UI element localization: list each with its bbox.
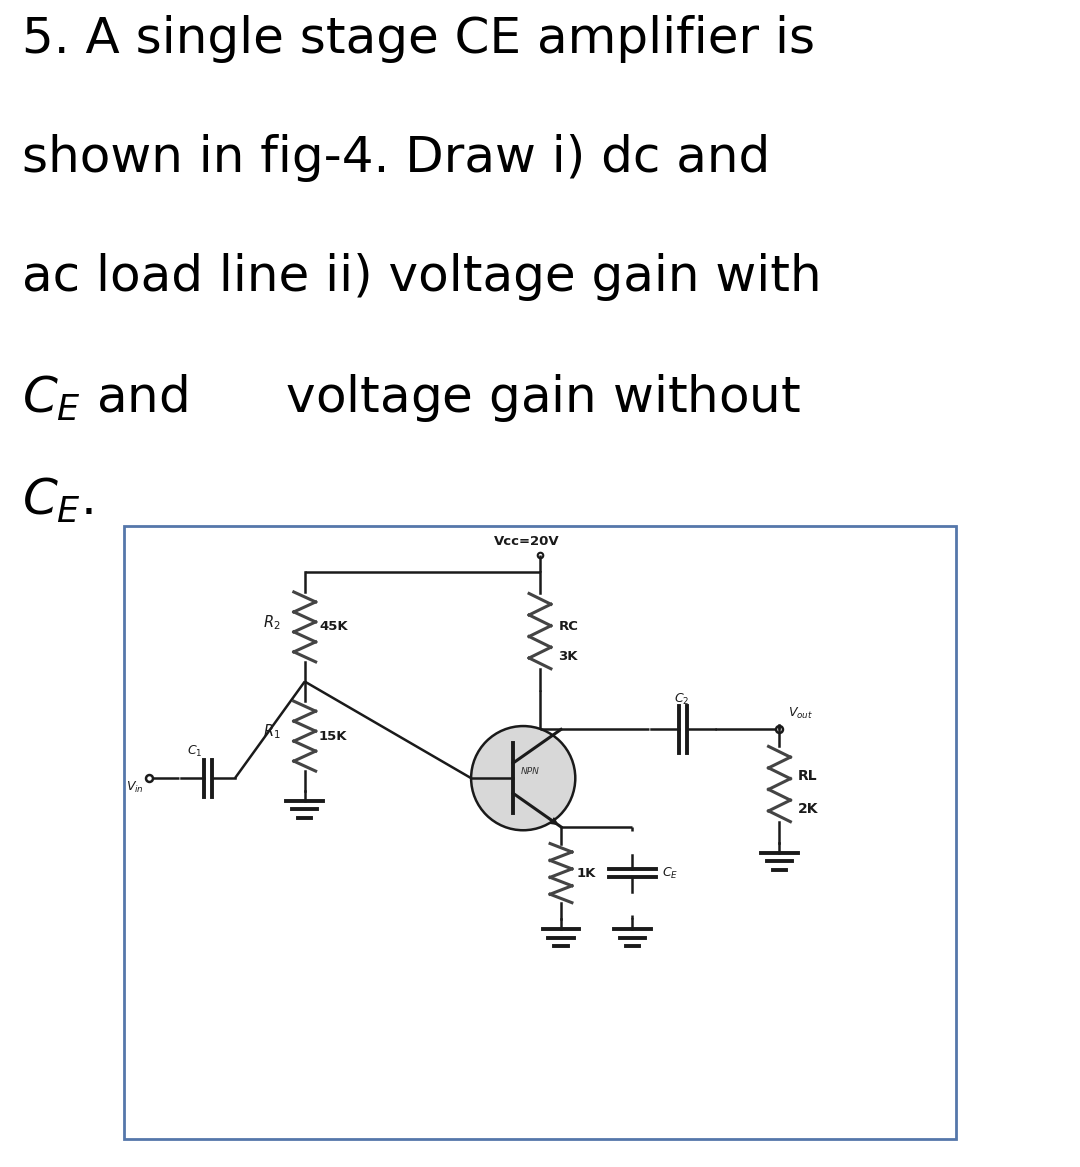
- Text: Vcc=20V: Vcc=20V: [494, 536, 559, 548]
- Text: 5. A single stage CE amplifier is: 5. A single stage CE amplifier is: [22, 15, 814, 63]
- Circle shape: [471, 726, 576, 830]
- Text: 2K: 2K: [798, 802, 819, 816]
- Text: 45K: 45K: [319, 621, 348, 634]
- Text: $R_2$: $R_2$: [262, 614, 281, 633]
- Text: $C_E$.: $C_E$.: [22, 476, 93, 525]
- Text: $V_{in}$: $V_{in}$: [125, 780, 144, 795]
- Text: shown in fig-4. Draw i) dc and: shown in fig-4. Draw i) dc and: [22, 134, 770, 182]
- Text: $C_E$ and      voltage gain without: $C_E$ and voltage gain without: [22, 372, 800, 424]
- Text: RL: RL: [798, 769, 818, 783]
- Text: RC: RC: [558, 621, 579, 634]
- Text: NPN: NPN: [521, 767, 539, 776]
- Text: 15K: 15K: [319, 729, 348, 742]
- FancyBboxPatch shape: [124, 526, 956, 1139]
- Text: $C_E$: $C_E$: [662, 866, 678, 881]
- Text: $V_{out}$: $V_{out}$: [788, 706, 813, 721]
- Text: $R_1$: $R_1$: [262, 722, 281, 741]
- Text: ac load line ii) voltage gain with: ac load line ii) voltage gain with: [22, 253, 821, 301]
- Text: 3K: 3K: [558, 650, 578, 663]
- Text: $C_2$: $C_2$: [674, 692, 690, 707]
- Text: $C_1$: $C_1$: [187, 743, 203, 759]
- Text: 1K: 1K: [576, 867, 595, 880]
